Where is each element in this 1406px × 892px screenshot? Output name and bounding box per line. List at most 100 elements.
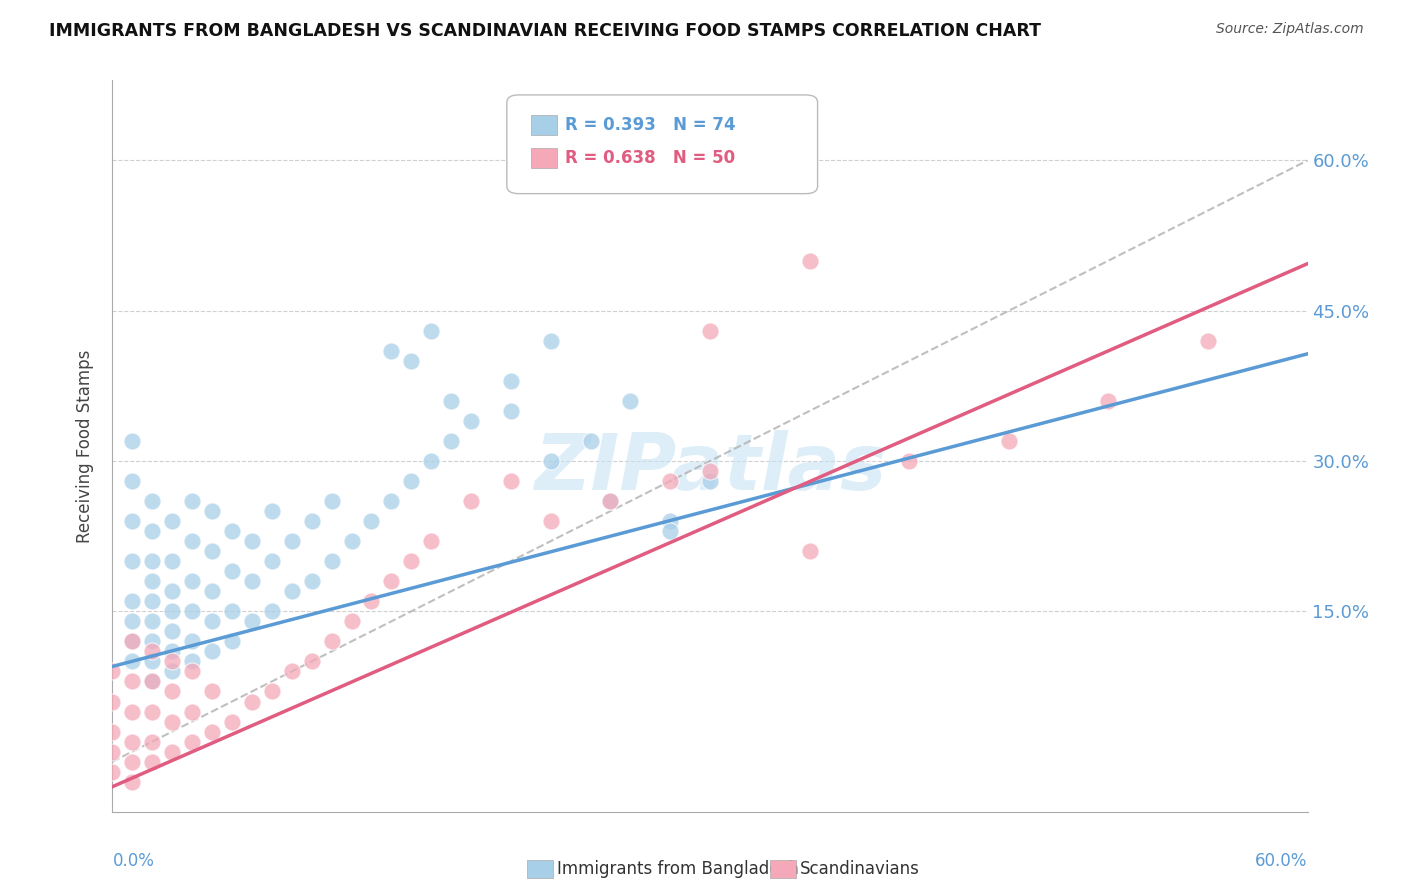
Point [162, 665, 183, 679]
Point [181, 734, 204, 748]
Point [281, 665, 304, 679]
Point [420, 454, 443, 468]
Point [141, 734, 163, 748]
Point [659, 524, 682, 538]
Point [599, 494, 621, 508]
Point [141, 755, 163, 769]
Point [121, 514, 143, 528]
Point [201, 584, 224, 599]
Point [121, 594, 143, 608]
Text: R = 0.393   N = 74: R = 0.393 N = 74 [565, 116, 737, 134]
Point [162, 514, 183, 528]
Point [898, 454, 921, 468]
Point [121, 674, 143, 689]
Text: 0.0%: 0.0% [112, 852, 155, 870]
Point [162, 624, 183, 639]
Point [141, 524, 163, 538]
Point [1197, 334, 1219, 348]
Point [201, 724, 224, 739]
Point [121, 734, 143, 748]
Point [201, 644, 224, 658]
Point [1097, 393, 1119, 408]
Point [420, 534, 443, 549]
Point [321, 634, 343, 648]
Point [221, 524, 243, 538]
Point [181, 665, 204, 679]
Point [260, 554, 283, 568]
Point [181, 534, 204, 549]
Point [141, 674, 163, 689]
Point [260, 504, 283, 518]
Text: IMMIGRANTS FROM BANGLADESH VS SCANDINAVIAN RECEIVING FOOD STAMPS CORRELATION CHA: IMMIGRANTS FROM BANGLADESH VS SCANDINAVI… [49, 22, 1042, 40]
Point [141, 594, 163, 608]
Text: Source: ZipAtlas.com: Source: ZipAtlas.com [1216, 22, 1364, 37]
Point [260, 684, 283, 698]
Point [380, 574, 402, 589]
Point [141, 705, 163, 719]
Point [221, 634, 243, 648]
Point [141, 655, 163, 669]
Point [380, 494, 402, 508]
Point [998, 434, 1021, 448]
Point [540, 454, 562, 468]
Point [181, 705, 204, 719]
Point [201, 615, 224, 629]
Point [162, 644, 183, 658]
Point [321, 554, 343, 568]
Point [240, 534, 263, 549]
Point [301, 655, 323, 669]
Point [201, 684, 224, 698]
Point [699, 324, 721, 338]
Point [101, 694, 124, 708]
Point [401, 554, 423, 568]
Point [201, 544, 224, 558]
Point [162, 714, 183, 729]
Point [162, 655, 183, 669]
Bar [531, 115, 557, 136]
Point [440, 393, 463, 408]
Point [281, 534, 304, 549]
Point [360, 514, 382, 528]
Point [121, 434, 143, 448]
Point [141, 634, 163, 648]
Point [141, 674, 163, 689]
Point [599, 494, 621, 508]
Point [141, 554, 163, 568]
Point [221, 604, 243, 618]
Bar [531, 147, 557, 168]
Point [181, 634, 204, 648]
Point [221, 564, 243, 578]
Point [201, 504, 224, 518]
Point [360, 594, 382, 608]
Text: Immigrants from Bangladesh: Immigrants from Bangladesh [557, 860, 799, 878]
Y-axis label: Receiving Food Stamps: Receiving Food Stamps [76, 350, 94, 542]
Text: R = 0.638   N = 50: R = 0.638 N = 50 [565, 149, 735, 167]
Point [121, 774, 143, 789]
Point [340, 615, 363, 629]
Point [699, 464, 721, 478]
Point [301, 514, 323, 528]
Point [240, 694, 263, 708]
Point [281, 584, 304, 599]
Point [121, 474, 143, 488]
Point [162, 604, 183, 618]
Text: ZIPatlas: ZIPatlas [534, 430, 886, 506]
Point [540, 334, 562, 348]
Point [460, 494, 482, 508]
FancyBboxPatch shape [508, 95, 818, 194]
Point [101, 724, 124, 739]
Point [799, 544, 821, 558]
Point [540, 514, 562, 528]
Point [380, 343, 402, 358]
Point [162, 584, 183, 599]
Point [340, 534, 363, 549]
Point [260, 604, 283, 618]
Point [699, 474, 721, 488]
Point [121, 554, 143, 568]
Text: Scandinavians: Scandinavians [800, 860, 920, 878]
Point [141, 644, 163, 658]
Point [162, 684, 183, 698]
Point [181, 604, 204, 618]
Point [799, 253, 821, 268]
Point [619, 393, 641, 408]
